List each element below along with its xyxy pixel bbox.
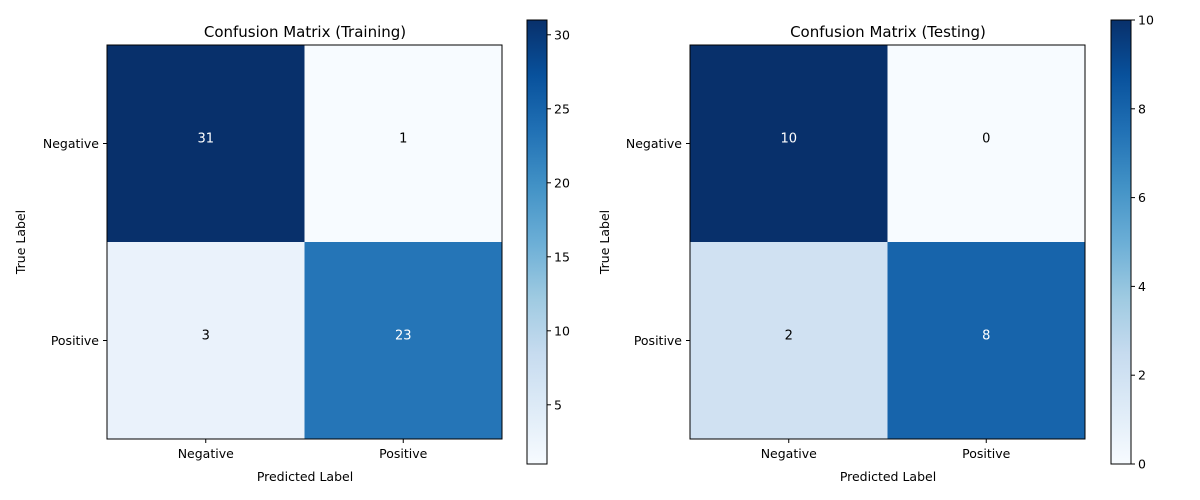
- colorbar-ticks: 0 2 4 6 8 10: [1131, 13, 1154, 472]
- colorbar: 5 10 15 20 25 30: [526, 19, 570, 465]
- chart-title: Confusion Matrix (Testing): [790, 23, 986, 41]
- cell-value-labels: 10 0 2 8: [780, 132, 990, 344]
- cell-value-label: 1: [399, 132, 407, 147]
- y-axis-label: True Label: [597, 210, 612, 275]
- heatmap-cell: [107, 45, 305, 242]
- colorbar-tick-label: 8: [1138, 101, 1146, 116]
- x-tick-label: Negative: [761, 446, 817, 461]
- colorbar-ticks: 5 10 15 20 25 30: [547, 27, 570, 412]
- heatmap-cell: [304, 45, 502, 242]
- x-tick-label: Positive: [962, 446, 1010, 461]
- heatmap-cells: [690, 45, 1085, 439]
- x-tick-label: Positive: [379, 446, 427, 461]
- colorbar-tick-label: 10: [1138, 13, 1154, 28]
- testing-confusion-matrix: Confusion Matrix (Testing) 10 0 2 8 Negativ…: [597, 13, 1154, 485]
- heatmap-cell: [690, 45, 888, 242]
- colorbar-tick-label: 2: [1138, 368, 1146, 383]
- heatmap-cells: [107, 45, 502, 439]
- x-axis-label: Predicted Label: [257, 469, 353, 484]
- cell-value-label: 2: [785, 329, 793, 344]
- colorbar-tick-label: 5: [554, 397, 562, 412]
- plot-frame: [106, 44, 503, 440]
- heatmap-cell: [304, 242, 502, 439]
- heatmap-cell: [690, 242, 888, 439]
- cell-value-label: 8: [982, 329, 990, 344]
- colorbar-tick-label: 25: [554, 101, 570, 116]
- x-tick-label: Negative: [178, 446, 234, 461]
- colorbar-tick-label: 0: [1138, 457, 1146, 472]
- colorbar-gradient: [1111, 20, 1131, 464]
- colorbar-gradient: [527, 20, 547, 464]
- y-axis-label: True Label: [13, 210, 28, 275]
- y-ticks: Negative Positive: [43, 136, 107, 348]
- heatmap-cell: [887, 242, 1085, 439]
- cell-value-label: 31: [197, 132, 214, 147]
- chart-title: Confusion Matrix (Training): [204, 23, 406, 41]
- plot-frame: [689, 44, 1086, 440]
- y-ticks: Negative Positive: [626, 136, 690, 348]
- cell-value-label: 0: [982, 132, 990, 147]
- cell-value-labels: 31 1 3 23: [197, 132, 411, 344]
- heatmap-cell: [107, 242, 305, 439]
- cell-value-label: 10: [780, 132, 797, 147]
- cell-value-label: 23: [395, 329, 412, 344]
- colorbar-tick-label: 15: [554, 249, 570, 264]
- colorbar-tick-label: 20: [554, 175, 570, 190]
- colorbar-tick-label: 30: [554, 27, 570, 42]
- x-axis-label: Predicted Label: [840, 469, 936, 484]
- y-tick-label: Negative: [626, 136, 682, 151]
- x-ticks: Negative Positive: [761, 439, 1011, 461]
- colorbar-frame: [526, 19, 548, 465]
- colorbar-tick-label: 4: [1138, 279, 1146, 294]
- colorbar: 0 2 4 6 8 10: [1110, 13, 1154, 472]
- y-tick-label: Positive: [634, 333, 682, 348]
- colorbar-frame: [1110, 19, 1132, 465]
- y-tick-label: Positive: [51, 333, 99, 348]
- cell-value-label: 3: [202, 329, 210, 344]
- y-tick-label: Negative: [43, 136, 99, 151]
- heatmap-cell: [887, 45, 1085, 242]
- training-confusion-matrix: Confusion Matrix (Training) 31 1 3 23 Negat…: [13, 19, 570, 484]
- colorbar-tick-label: 6: [1138, 190, 1146, 205]
- colorbar-tick-label: 10: [554, 323, 570, 338]
- x-ticks: Negative Positive: [178, 439, 428, 461]
